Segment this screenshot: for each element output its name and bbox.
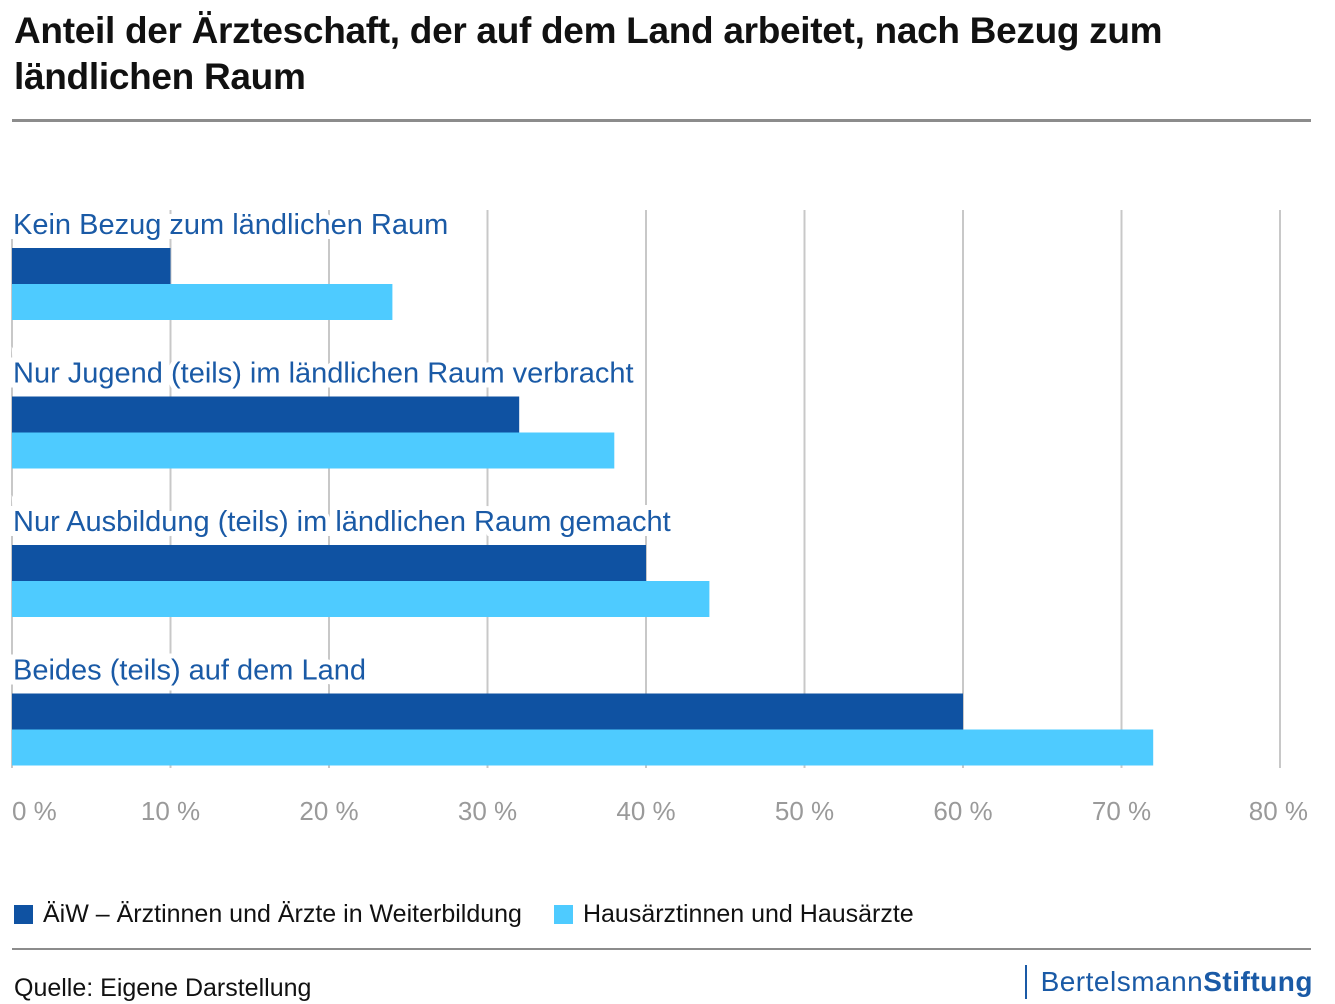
x-tick-label: 40 %: [616, 796, 675, 826]
bar-hausaerzte: [12, 432, 615, 469]
legend-swatch-series-1: [14, 905, 33, 924]
x-tick-label: 50 %: [775, 796, 834, 826]
source-note: Quelle: Eigene Darstellung: [14, 974, 312, 1002]
category-label: Kein Bezug zum ländlichen Raum: [13, 209, 448, 241]
legend-label-series-2: Hausärztinnen und Hausärzte: [582, 900, 914, 928]
legend-item-series-1: ÄiW – Ärztinnen und Ärzte in Weiterbildu…: [14, 900, 522, 929]
bar-aiw: [12, 693, 963, 730]
brand-name-bold: Stiftung: [1203, 966, 1313, 997]
x-tick-label: 80 %: [1249, 796, 1308, 826]
x-tick-label: 10 %: [141, 796, 200, 826]
x-tick-label: 60 %: [933, 796, 992, 826]
brand-bar: [1024, 965, 1027, 999]
legend: ÄiW – Ärztinnen und Ärzte in Weiterbildu…: [14, 900, 946, 929]
bar-hausaerzte: [12, 581, 710, 617]
chart-title: Anteil der Ärzteschaft, der auf dem Land…: [14, 10, 1163, 97]
bar-aiw: [12, 396, 520, 433]
legend-swatch-series-2: [553, 905, 573, 924]
footer-divider: [12, 948, 1311, 950]
bar-hausaerzte: [12, 729, 1154, 766]
x-tick-label: 20 %: [299, 796, 358, 826]
brand-logo: Bertelsmann Stiftung: [1024, 965, 1313, 999]
category-label: Beides (teils) auf dem Land: [13, 655, 366, 687]
title-divider: [12, 119, 1311, 122]
x-axis-ticks: 0 % 10 % 20 % 30 % 40 % 50 % 60 % 70 % 80 %: [12, 796, 1308, 826]
category-label: Nur Jugend (teils) im ländlichen Raum ve…: [13, 358, 634, 390]
bars: [12, 248, 1154, 766]
brand-name-light: Bertelsmann: [1040, 966, 1204, 997]
bar-aiw: [12, 545, 646, 581]
bar-aiw: [12, 248, 171, 284]
legend-label-series-1: ÄiW – Ärztinnen und Ärzte in Weiterbildu…: [43, 900, 522, 928]
x-tick-label: 30 %: [458, 796, 517, 826]
bar-hausaerzte: [12, 284, 393, 320]
bar-chart: Kein Bezug zum ländlichen Raum Nur Jugend…: [8, 204, 1308, 826]
category-label: Nur Ausbildung (teils) im ländlichen Rau…: [13, 506, 671, 538]
category-labels: Kein Bezug zum ländlichen Raum Nur Jugend…: [8, 204, 676, 692]
legend-item-series-2: Hausärztinnen und Hausärzte: [553, 900, 914, 929]
x-tick-label: 70 %: [1092, 796, 1151, 826]
x-tick-label: 0 %: [12, 796, 57, 826]
